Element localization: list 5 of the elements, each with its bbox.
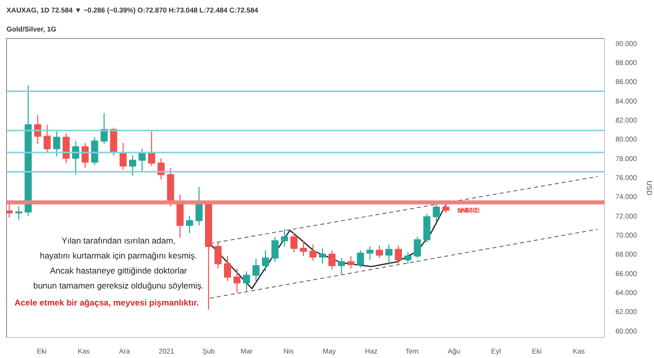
annotation: Ancak hastaneye gittiğinde doktorlar: [50, 266, 188, 276]
annotation: Acele etmek bir ağaçsa, meyvesi pişmanlıktır.: [14, 298, 199, 308]
annotation: hayatını kurtarmak için parmağını kesmiş.: [40, 250, 198, 260]
annotation: Yılan tarafından ısırılan adam,: [62, 236, 176, 246]
annotation: bunun tamamen gereksiz olduğunu söylemiş.: [33, 280, 204, 290]
